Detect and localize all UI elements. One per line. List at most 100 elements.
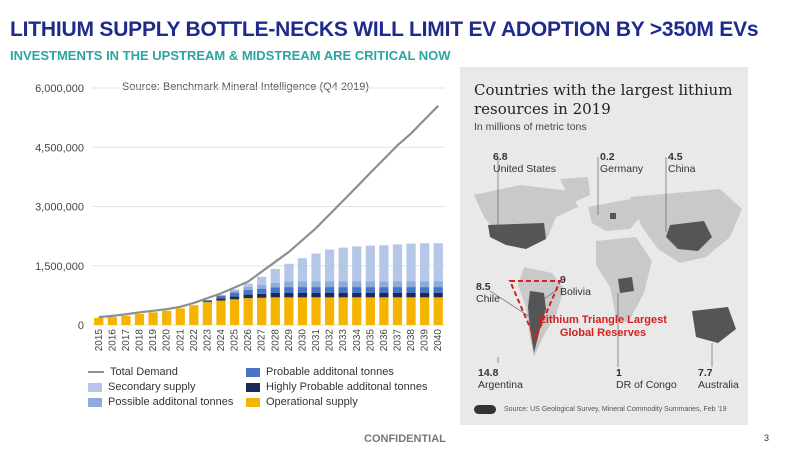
- bar-segment: [379, 245, 389, 282]
- bar-segment: [297, 297, 308, 325]
- bar-segment: [338, 247, 348, 282]
- bar-segment: [392, 244, 403, 282]
- bar-segment: [406, 287, 416, 294]
- x-tick-label: 2021: [175, 329, 186, 352]
- bar-segment: [257, 288, 267, 294]
- x-tick-label: 2040: [433, 329, 444, 352]
- x-tick-label: 2018: [135, 329, 146, 352]
- x-tick-label: 2023: [202, 329, 213, 352]
- x-tick-label: 2024: [216, 329, 227, 352]
- country-argentina-value: 14.8: [478, 367, 499, 379]
- bar-segment: [311, 293, 321, 298]
- country-australia-name: Australia: [698, 379, 739, 391]
- legend-secondary: Secondary supply: [88, 381, 195, 393]
- bar-segment: [365, 281, 375, 288]
- bar-segment: [352, 246, 362, 282]
- bar-segment: [311, 297, 321, 325]
- x-tick-label: 2030: [297, 329, 308, 352]
- bar-segment: [365, 293, 375, 298]
- bar-segment: [229, 292, 240, 297]
- total-demand-line: [98, 105, 439, 319]
- pointer-lines: [489, 157, 713, 367]
- x-tick-label: 2031: [311, 329, 322, 352]
- legend-highly-probable-label: Highly Probable additonal tonnes: [266, 381, 428, 393]
- bar-segment: [338, 293, 348, 298]
- bar-segment: [420, 293, 430, 298]
- china-shape: [666, 221, 712, 251]
- bar-segment: [284, 293, 294, 298]
- bar-segment: [229, 296, 240, 300]
- country-germany-value: 0.2: [600, 151, 615, 163]
- bar-segment: [365, 287, 375, 294]
- country-bolivia-value: 9: [560, 274, 566, 286]
- bar-segment: [420, 243, 430, 282]
- y-tick-label: 1,500,000: [35, 261, 84, 273]
- bar-segment: [243, 286, 253, 290]
- legend-total-demand-label: Total Demand: [110, 366, 178, 378]
- country-dr-congo-value: 1: [616, 367, 622, 379]
- lithium-triangle-label: Lithium Triangle Largest Global Reserves: [539, 314, 667, 339]
- bar-segment: [94, 317, 104, 325]
- map-source-text: Source: US Geological Survey, Mineral Co…: [504, 406, 727, 413]
- dw-logo-icon: [474, 405, 496, 414]
- bar-segment: [297, 287, 308, 294]
- x-tick-label: 2016: [107, 329, 118, 352]
- slide-title: LITHIUM SUPPLY BOTTLE-NECKS WILL LIMIT E…: [10, 18, 759, 41]
- bar-segment: [406, 243, 416, 282]
- bar-segment: [229, 289, 240, 291]
- y-tick-label: 6,000,000: [35, 83, 84, 95]
- bar-segment: [175, 308, 185, 325]
- country-china: 4.5 China: [668, 151, 695, 175]
- bar-segment: [352, 297, 362, 325]
- slide-subtitle: INVESTMENTS IN THE UPSTREAM & MIDSTREAM …: [10, 48, 451, 63]
- bar-segment: [433, 297, 443, 325]
- country-united-states: 6.8 United States: [493, 151, 556, 175]
- x-tick-label: 2033: [338, 329, 349, 352]
- bar-segment: [148, 312, 158, 325]
- bar-segment: [284, 287, 294, 294]
- bar-segment: [406, 281, 416, 288]
- bar-segment: [406, 297, 416, 325]
- bar-segment: [257, 297, 267, 325]
- bar-segment: [243, 283, 253, 287]
- germany-shape: [610, 213, 616, 219]
- bar-segment: [311, 287, 321, 294]
- map-source: Source: US Geological Survey, Mineral Co…: [474, 405, 727, 414]
- legend-secondary-label: Secondary supply: [108, 381, 196, 393]
- chart-source-label: Source: Benchmark Mineral Intelligence (…: [122, 81, 369, 93]
- bar-segment: [297, 293, 308, 298]
- legend-probable-label: Probable additonal tonnes: [266, 366, 394, 378]
- australia-shape: [692, 307, 736, 343]
- bolivia-chile-argentina-shape: [528, 291, 546, 353]
- bar-segment: [107, 317, 117, 325]
- bar-segment: [379, 293, 389, 298]
- country-united-states-value: 6.8: [493, 151, 508, 163]
- country-bolivia: 9 Bolivia: [560, 274, 591, 298]
- map-subtitle: In millions of metric tons: [474, 121, 587, 133]
- lithium-resources-map-panel: Countries with the largest lithium resou…: [460, 67, 748, 425]
- greenland-shape: [560, 177, 590, 203]
- bar-segment: [379, 287, 389, 294]
- legend-possible: Possible additonal tonnes: [88, 396, 233, 408]
- country-dr-congo: 1 DR of Congo: [616, 367, 677, 391]
- map-title: Countries with the largest lithium resou…: [474, 81, 733, 118]
- country-china-name: China: [668, 163, 696, 175]
- bar-segment: [352, 293, 362, 298]
- legend-total-demand: Total Demand: [88, 366, 178, 378]
- x-tick-label: 2034: [352, 329, 363, 352]
- bar-segment: [420, 287, 430, 294]
- bar-segment: [392, 297, 403, 325]
- supply-demand-chart: Source: Benchmark Mineral Intelligence (…: [35, 81, 445, 352]
- bar-segment: [433, 293, 443, 298]
- bar-segment: [257, 284, 267, 289]
- bar-segment: [324, 287, 335, 294]
- x-tick-label: 2039: [420, 329, 431, 352]
- bar-segment: [270, 293, 280, 298]
- country-germany: 0.2 Germany: [600, 151, 643, 175]
- country-chile: 8.5 Chile: [476, 281, 500, 305]
- x-tick-label: 2029: [284, 329, 295, 352]
- country-australia: 7.7 Australia: [698, 367, 739, 391]
- bar-segment: [243, 294, 253, 299]
- bar-segment: [324, 281, 335, 288]
- x-tick-label: 2038: [406, 329, 417, 352]
